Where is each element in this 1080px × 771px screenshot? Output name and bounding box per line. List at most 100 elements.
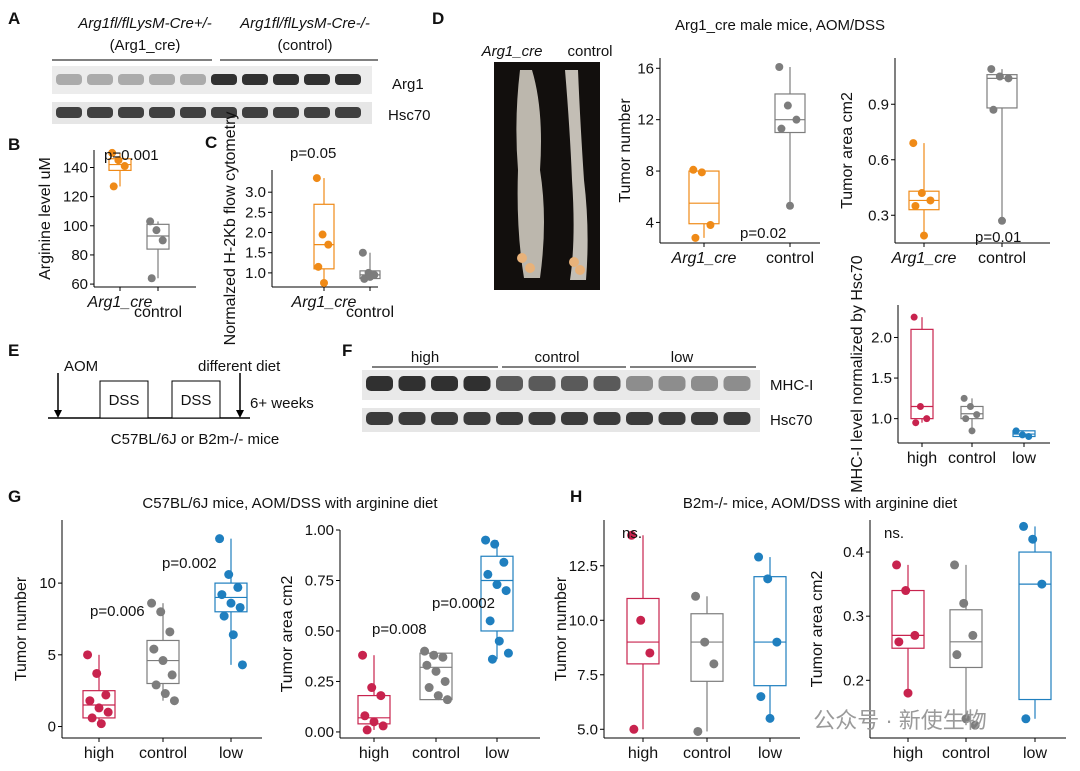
x-tick-label: low bbox=[485, 745, 509, 762]
data-point bbox=[960, 394, 968, 402]
data-point bbox=[378, 721, 388, 731]
data-point bbox=[706, 221, 715, 230]
box bbox=[986, 74, 1018, 109]
data-point bbox=[962, 415, 970, 423]
box bbox=[626, 597, 660, 665]
data-point bbox=[424, 683, 434, 693]
panel-letter: B bbox=[8, 135, 20, 154]
x-tick-label: low bbox=[758, 745, 782, 762]
y-axis-label: Arginine level uM bbox=[37, 157, 54, 280]
data-point bbox=[108, 148, 117, 157]
x-tick-label: low bbox=[1023, 745, 1047, 762]
y-tick-label: 5.0 bbox=[577, 721, 598, 738]
data-point bbox=[970, 720, 980, 730]
band bbox=[335, 74, 361, 85]
chart-D-number: 4 8 12 16 Tumor number Arg1_cre control bbox=[617, 58, 820, 267]
data-point bbox=[792, 115, 801, 124]
data-point bbox=[219, 611, 229, 621]
band bbox=[528, 412, 556, 425]
data-point bbox=[501, 586, 511, 596]
data-point bbox=[440, 676, 450, 686]
box bbox=[688, 170, 720, 225]
y-axis-label: Tumor area cm2 bbox=[279, 576, 296, 693]
y-tick-label: 1.5 bbox=[871, 370, 892, 387]
y-axis-label: MHC-I level normalized by Hsc70 bbox=[849, 255, 866, 493]
data-point bbox=[763, 574, 773, 584]
panel-h-title: B2m-/- mice, AOM/DSS with arginine diet bbox=[683, 495, 958, 512]
data-point bbox=[169, 696, 179, 706]
band bbox=[149, 107, 175, 118]
data-point bbox=[968, 630, 978, 640]
lane-high: high bbox=[411, 349, 439, 366]
x-tick-label: high bbox=[628, 745, 658, 762]
data-point bbox=[777, 124, 786, 133]
data-point bbox=[146, 217, 155, 226]
band bbox=[626, 376, 653, 391]
y-tick-label: 0.50 bbox=[305, 623, 334, 640]
y-tick-label: 2.5 bbox=[245, 204, 266, 221]
y-tick-label: 16 bbox=[637, 60, 654, 77]
panel-d-title: Arg1_cre male mice, AOM/DSS bbox=[675, 17, 885, 34]
data-point bbox=[442, 695, 452, 705]
band bbox=[335, 107, 361, 118]
x-tick-label: Arg1_cre bbox=[671, 250, 737, 267]
band bbox=[211, 107, 237, 118]
x-tick-label: Arg1_cre bbox=[87, 294, 153, 311]
data-point bbox=[235, 602, 245, 612]
colon-control bbox=[565, 70, 588, 280]
y-axis-label: Tumor number bbox=[553, 576, 570, 681]
data-point bbox=[237, 660, 247, 670]
x-tick-label: control bbox=[346, 304, 394, 321]
band-label-hsc70-f: Hsc70 bbox=[770, 412, 813, 429]
data-point bbox=[912, 419, 920, 427]
data-point bbox=[909, 139, 918, 148]
band bbox=[304, 74, 330, 85]
y-tick-label: 0.75 bbox=[305, 572, 334, 589]
pvalue-c: p=0.05 bbox=[290, 145, 336, 162]
data-point bbox=[700, 637, 710, 647]
data-point bbox=[358, 248, 367, 257]
data-point bbox=[765, 713, 775, 723]
data-point bbox=[499, 557, 509, 567]
pvalue-g-high-area: p=0.008 bbox=[372, 621, 427, 638]
dss-label: DSS bbox=[181, 392, 212, 409]
y-axis-label: Tumor number bbox=[617, 98, 634, 203]
data-point bbox=[697, 168, 706, 177]
panel-letter: A bbox=[8, 9, 20, 28]
y-tick-label: 100 bbox=[63, 218, 88, 235]
band bbox=[658, 376, 686, 391]
data-point bbox=[151, 680, 161, 690]
data-point bbox=[226, 598, 236, 608]
y-tick-label: 4 bbox=[646, 214, 654, 231]
x-tick-label: control bbox=[139, 745, 187, 762]
x-tick-label: low bbox=[219, 745, 243, 762]
y-tick-label: 7.5 bbox=[577, 667, 598, 684]
band bbox=[398, 376, 426, 391]
data-point bbox=[429, 650, 439, 660]
data-point bbox=[952, 650, 962, 660]
data-point bbox=[312, 174, 321, 183]
data-point bbox=[109, 182, 118, 191]
x-tick-label: Arg1_cre bbox=[891, 250, 957, 267]
data-point bbox=[693, 726, 703, 736]
band bbox=[463, 376, 491, 391]
panel-letter: D bbox=[432, 9, 444, 28]
y-tick-label: 0.00 bbox=[305, 724, 334, 741]
y-tick-label: 5 bbox=[48, 647, 56, 664]
data-point bbox=[756, 692, 766, 702]
pvalue-g-high: p=0.006 bbox=[90, 603, 145, 620]
data-point bbox=[320, 278, 328, 287]
data-point bbox=[165, 627, 175, 637]
data-point bbox=[1037, 579, 1047, 589]
arrow-head bbox=[54, 410, 62, 418]
y-tick-label: 0.3 bbox=[868, 207, 889, 224]
data-point bbox=[314, 262, 323, 271]
y-tick-label: 0.6 bbox=[868, 152, 889, 169]
y-tick-label: 80 bbox=[71, 247, 88, 264]
panel-letter: F bbox=[342, 341, 352, 360]
data-point bbox=[950, 560, 960, 570]
band bbox=[56, 107, 82, 118]
data-point bbox=[1021, 714, 1031, 724]
tumor-spot bbox=[569, 257, 579, 267]
pvalue-g-low-area: p=0.0002 bbox=[432, 595, 495, 612]
